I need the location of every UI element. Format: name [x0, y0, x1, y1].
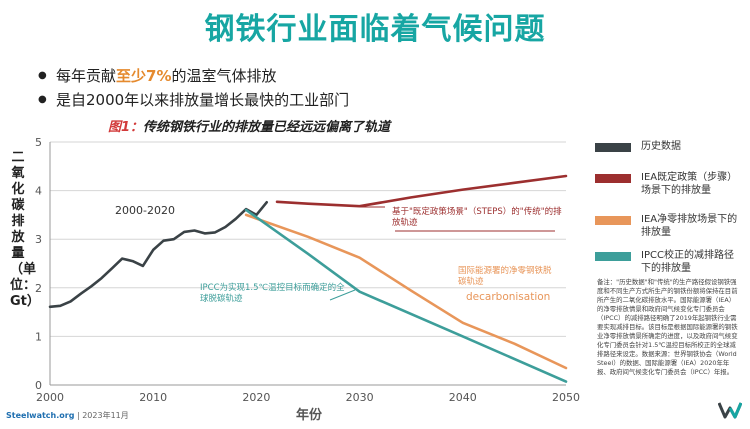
footer: Steelwatch.org | 2023年11月: [6, 410, 129, 421]
y-tick-label: 5: [35, 136, 42, 149]
footer-date: | 2023年11月: [74, 411, 129, 420]
page-title: 钢铁行业面临着气候问题: [204, 12, 546, 47]
series-historical-line: [48, 201, 269, 309]
bullet-item: ● 是自2000年以来排放量增长最快的工业部门: [38, 88, 349, 112]
legend-item-steps: IEA既定政策（步骤）场景下的排放量: [595, 171, 741, 197]
bullet-item: ● 每年贡献 至少7% 的温室气体排放: [38, 64, 349, 88]
bullet-text-post: 的温室气体排放: [171, 67, 277, 85]
legend-item-historical: 历史数据: [595, 140, 741, 153]
bullet-text: 是自2000年以来排放量增长最快的工业部门: [56, 91, 350, 109]
legend-label: IEA既定政策（步骤）场景下的排放量: [641, 172, 738, 196]
x-tick-label: 2010: [139, 391, 167, 404]
bullet-dot-icon: ●: [38, 94, 47, 105]
x-tick-label: 2030: [346, 391, 374, 404]
legend-label: IPCC校正的减排路径下的排放量: [641, 250, 734, 274]
annotation-period: 2000-2020: [115, 204, 175, 217]
x-axis-label: 年份: [296, 408, 323, 423]
series-nze-line: [244, 213, 568, 370]
annotation-ipcc: IPCC为实现1.5℃温控目标而确定的全球脱碳轨迹: [200, 283, 345, 304]
x-tick-label: 2020: [242, 391, 270, 404]
y-tick-label: 3: [35, 233, 42, 246]
figure-number: 图1：: [108, 120, 144, 135]
legend-swatch: [595, 252, 631, 261]
legend-swatch: [595, 216, 631, 225]
x-tick-label: 2050: [552, 391, 580, 404]
x-tick-label: 2000: [36, 391, 64, 404]
y-tick-label: 2: [35, 282, 42, 295]
figure-title: 传统钢铁行业的排放量已经远远偏离了轨道: [143, 120, 391, 135]
footnote: 备注："历史数据"和"传统"的生产路径假设钢铁强度和不同生产方式所生产的钢铁份额…: [597, 278, 738, 376]
annotation-leader-ipcc: [329, 289, 356, 301]
y-tick-label: 0: [35, 379, 42, 392]
steelwatch-logo-icon: [718, 402, 742, 419]
y-tick-label: 4: [35, 185, 42, 198]
legend-swatch: [595, 143, 631, 152]
bullet-dot-icon: ●: [38, 70, 47, 81]
annotation-nze: 国际能源署的净零钢铁脱碳轨迹: [458, 266, 552, 287]
series-steps-line: [275, 174, 568, 208]
legend-item-nze: IEA净零排放场景下的排放量: [595, 213, 741, 239]
bullet-highlight: 至少7%: [116, 67, 172, 85]
bullet-text-pre: 每年贡献: [56, 67, 117, 85]
x-tick-label: 2040: [449, 391, 477, 404]
legend-label: 历史数据: [641, 141, 681, 152]
legend-label: IEA净零排放场景下的排放量: [641, 214, 738, 238]
annotation-decarb: decarbonisation: [466, 291, 551, 303]
legend-item-ipcc: IPCC校正的减排路径下的排放量: [595, 249, 741, 275]
footer-brand-link[interactable]: Steelwatch.org: [6, 411, 75, 420]
y-tick-label: 1: [35, 330, 42, 343]
legend-swatch: [595, 174, 631, 183]
series-ipcc-line: [244, 208, 568, 383]
figure-caption: 图1：传统钢铁行业的排放量已经远远偏离了轨道: [108, 116, 390, 135]
annotation-steps: 基于"既定政策场景"（STEPS）的"传统"的排放轨迹: [392, 207, 562, 228]
bullet-list: ● 每年贡献 至少7% 的温室气体排放 ● 是自2000年以来排放量增长最快的工业部…: [38, 64, 349, 112]
